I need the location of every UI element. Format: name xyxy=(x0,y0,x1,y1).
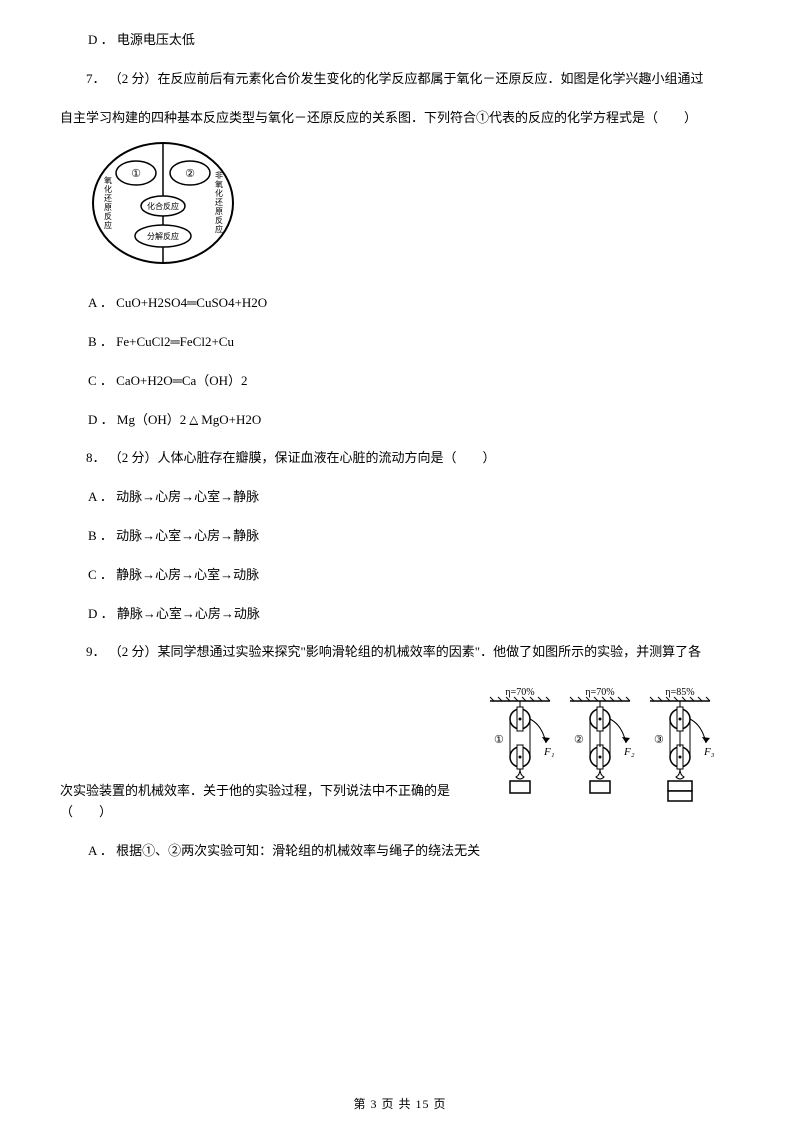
q9-label-3: ③ xyxy=(654,734,664,746)
q8-option-c: C ． 静脉→心房→心室→动脉 xyxy=(60,565,740,586)
q8-stem: 8． （2 分）人体心脏存在瓣膜，保证血液在心脏的流动方向是（ ） xyxy=(60,448,740,469)
q7-diagram-label-1: ① xyxy=(131,168,141,180)
q9-force-2: F₂ xyxy=(623,746,635,758)
q7-diagram-label-decompose: 分解反应 xyxy=(147,231,179,241)
q9-option-a: A ． 根据①、②两次实验可知：滑轮组的机械效率与绳子的绕法无关 xyxy=(60,841,740,862)
page-footer: 第 3 页 共 15 页 xyxy=(0,1095,800,1114)
q8-option-d: D ． 静脉→心室→心房→动脉 xyxy=(60,604,740,625)
q9-diagram: η=70% xyxy=(480,685,720,822)
q7-option-c: C ． CaO+H2O═Ca（OH）2 xyxy=(60,371,740,392)
q7-option-b: B ． Fe+CuCl2═FeCl2+Cu xyxy=(60,332,740,353)
q9-stem-line1: 9． （2 分）某同学想通过实验来探究"影响滑轮组的机械效率的因素"．他做了如图… xyxy=(60,642,740,663)
q8-option-a: A ． 动脉→心房→心室→静脉 xyxy=(60,487,740,508)
q6-option-d: D ． 电源电压太低 xyxy=(60,30,740,51)
q9-force-3: F₃ xyxy=(703,746,715,758)
heat-triangle-icon: △ xyxy=(189,414,197,426)
q7-option-a: A ． CuO+H2SO4═CuSO4+H2O xyxy=(60,293,740,314)
q7-diagram-label-2: ② xyxy=(185,168,195,180)
q7-diagram-left-text: 氧化还原反应 xyxy=(104,175,112,230)
q8-option-b: B ． 动脉→心室→心房→静脉 xyxy=(60,526,740,547)
q9-eta-3: η=85% xyxy=(665,687,694,698)
q7-diagram-right-text: 非氧化还原反应 xyxy=(215,170,223,234)
q9-label-1: ① xyxy=(494,734,504,746)
q7-option-d-post: MgO+H2O xyxy=(198,412,261,427)
q7-option-d: D ． Mg（OH）2 △ MgO+H2O xyxy=(60,410,740,431)
q7-option-d-pre: D ． Mg（OH）2 xyxy=(88,412,189,427)
q9-force-1: F₁ xyxy=(543,746,555,758)
q9-eta-1: η=70% xyxy=(505,687,534,698)
q7-diagram-label-combine: 化合反应 xyxy=(147,201,179,211)
q7-diagram: ① ② 化合反应 分解反应 氧化还原反应 非氧化还原反应 xyxy=(88,138,740,275)
q7-stem-line2: 自主学习构建的四种基本反应类型与氧化－还原反应的关系图．下列符合①代表的反应的化… xyxy=(60,108,740,129)
q7-stem-line1: 7． （2 分）在反应前后有元素化合价发生变化的化学反应都属于氧化－还原反应．如… xyxy=(60,69,740,90)
q9-eta-2: η=70% xyxy=(585,687,614,698)
q9-label-2: ② xyxy=(574,734,584,746)
